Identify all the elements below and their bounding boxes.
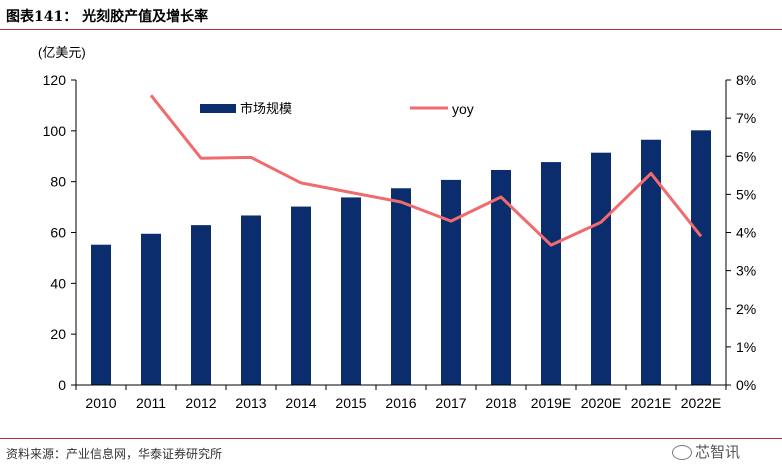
left-tick-label: 80 xyxy=(50,174,66,190)
right-tick-label: 0% xyxy=(736,377,756,393)
x-tick-label: 2010 xyxy=(85,395,116,411)
x-tick-label: 2018 xyxy=(485,395,516,411)
source-note: 资料来源：产业信息网，华泰证券研究所 xyxy=(6,447,223,461)
chart-title: 图表141： 光刻胶产值及增长率 xyxy=(6,9,209,25)
unit-label: (亿美元) xyxy=(38,45,86,60)
bar xyxy=(91,244,111,385)
bar xyxy=(191,225,211,385)
wechat-icon xyxy=(672,445,692,460)
bar xyxy=(641,139,661,385)
line-series xyxy=(149,94,703,247)
x-tick-label: 2015 xyxy=(335,395,366,411)
legend-swatch-bar xyxy=(200,104,236,113)
x-tick-label: 2022E xyxy=(681,395,721,411)
right-tick-label: 3% xyxy=(736,263,756,279)
right-tick-label: 8% xyxy=(736,72,756,88)
right-tick-label: 7% xyxy=(736,110,756,126)
watermark-text: 芯智讯 xyxy=(695,443,741,461)
left-tick-label: 60 xyxy=(50,225,66,241)
bar-series xyxy=(91,130,711,385)
x-tick-label: 2020E xyxy=(581,395,621,411)
bar xyxy=(291,206,311,385)
x-tick-label: 2016 xyxy=(385,395,416,411)
bar xyxy=(341,197,361,385)
footer-divider xyxy=(0,438,782,439)
watermark: 芯智讯 xyxy=(672,441,740,462)
title-bar: 图表141： 光刻胶产值及增长率 xyxy=(0,0,782,32)
bar xyxy=(691,130,711,385)
bar xyxy=(241,215,261,385)
x-tick-label: 2014 xyxy=(285,395,316,411)
bar xyxy=(391,188,411,385)
bar xyxy=(541,162,561,385)
x-tick-label: 2021E xyxy=(631,395,671,411)
right-tick-label: 4% xyxy=(736,225,756,241)
right-axis: 0% 1% 2% 3% 4% 5% 6% 7% 8% xyxy=(726,72,756,393)
right-tick-label: 5% xyxy=(736,186,756,202)
x-axis: 2010 2011 2012 2013 2014 2015 2016 2017 2018 2019… xyxy=(75,385,727,411)
right-tick-label: 1% xyxy=(736,339,756,355)
legend-label-line: yoy xyxy=(452,101,474,117)
bar xyxy=(141,233,161,385)
legend: 市场规模 yoy xyxy=(200,101,474,117)
legend-label-bar: 市场规模 xyxy=(240,101,292,116)
right-tick-label: 2% xyxy=(736,301,756,317)
left-tick-label: 0 xyxy=(58,377,66,393)
x-tick-label: 2013 xyxy=(235,395,266,411)
left-axis: 0 20 40 60 80 100 120 xyxy=(43,72,76,393)
bar xyxy=(591,152,611,385)
x-tick-label: 2012 xyxy=(185,395,216,411)
left-tick-label: 20 xyxy=(50,326,66,342)
left-tick-label: 40 xyxy=(50,275,66,291)
bar xyxy=(441,179,461,385)
chart: (亿美元) 0 20 40 60 80 100 120 0% 1% 2% 3% 4% 5% 6% 7% 8%… xyxy=(38,45,756,411)
x-tick-label: 2011 xyxy=(136,395,166,411)
left-tick-label: 120 xyxy=(43,72,67,88)
bar xyxy=(491,169,511,385)
left-tick-label: 100 xyxy=(43,123,67,139)
x-tick-label: 2017 xyxy=(435,395,466,411)
x-tick-label: 2019E xyxy=(531,395,571,411)
right-tick-label: 6% xyxy=(736,148,756,164)
yoy-line xyxy=(149,94,703,247)
title-divider xyxy=(0,29,782,30)
